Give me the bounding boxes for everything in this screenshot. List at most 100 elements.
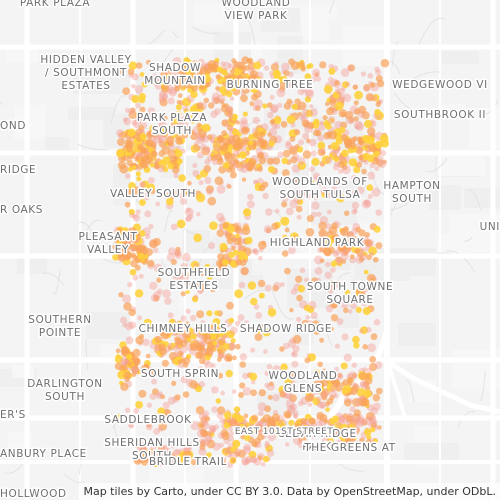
heatmap-dot — [258, 411, 264, 417]
residential-street — [78, 221, 94, 235]
residential-street — [466, 189, 482, 211]
heatmap-dot — [240, 165, 249, 174]
heatmap-dot — [170, 443, 176, 449]
heatmap-dot — [240, 117, 248, 125]
heatmap-dot — [250, 379, 256, 385]
heatmap-dot — [353, 100, 359, 106]
heatmap-dot — [176, 122, 184, 130]
heatmap-dot — [276, 424, 284, 431]
heatmap-dot — [325, 407, 330, 412]
heatmap-dot — [312, 428, 319, 434]
heatmap-dot — [133, 408, 139, 414]
residential-street — [138, 71, 162, 96]
heatmap-dot — [382, 159, 387, 165]
heatmap-dot — [356, 418, 365, 427]
heatmap-dot — [351, 235, 358, 243]
heatmap-dot — [195, 174, 202, 180]
residential-street — [171, 400, 174, 405]
heatmap-dot — [175, 110, 182, 117]
heatmap-dot — [198, 82, 207, 91]
heatmap-dot — [226, 224, 236, 234]
residential-street — [79, 449, 84, 475]
heatmap-dot — [243, 443, 252, 452]
heatmap-dot — [211, 96, 220, 105]
heatmap-dot — [155, 201, 161, 207]
heatmap-dot — [117, 131, 127, 140]
heatmap-dot — [257, 279, 266, 288]
heatmap-dot — [332, 91, 340, 99]
heatmap-dot — [321, 395, 328, 401]
heatmap-dot — [201, 146, 211, 156]
residential-street — [191, 26, 219, 34]
heatmap-dot — [377, 155, 384, 163]
heatmap-dot — [375, 209, 383, 216]
heatmap-dot — [174, 337, 183, 346]
heatmap-dot — [157, 288, 163, 294]
heatmap-dot — [375, 101, 381, 108]
heatmap-dot — [156, 277, 162, 283]
heatmap-dot — [137, 443, 147, 452]
label-woodland-view-park: WOODLAND VIEW PARK — [221, 0, 290, 22]
heatmap-dot — [181, 122, 190, 130]
heatmap-dot — [327, 130, 337, 140]
heatmap-dot — [300, 86, 307, 93]
heatmap-dot — [341, 333, 349, 341]
residential-street — [77, 144, 108, 151]
heatmap-dot — [363, 199, 372, 208]
heatmap-dot — [151, 378, 158, 385]
heatmap-dot — [378, 160, 387, 169]
heatmap-dot — [204, 264, 211, 271]
heatmap-dot — [330, 314, 339, 322]
heatmap-dot — [322, 431, 328, 437]
heatmap-dot — [136, 244, 144, 253]
heatmap-dot — [126, 353, 133, 360]
heatmap-dot — [290, 288, 298, 295]
heatmap-dot — [334, 279, 343, 288]
heatmap-dot — [316, 425, 322, 431]
heatmap-dot — [353, 108, 361, 115]
heatmap-dot — [342, 250, 349, 256]
heatmap-dot — [352, 335, 360, 344]
heatmap-dot — [139, 106, 146, 113]
heatmap-dot — [139, 132, 147, 140]
heatmap-dot — [281, 169, 290, 177]
heatmap-dot — [264, 405, 271, 413]
heatmap-dot — [156, 392, 163, 400]
heatmap-dot — [351, 362, 357, 368]
heatmap-dot — [198, 180, 204, 186]
heatmap-dot — [337, 373, 343, 379]
heatmap-dot — [332, 179, 338, 184]
heatmap-dot — [189, 380, 198, 389]
heatmap-dot — [192, 163, 198, 169]
heatmap-dot — [356, 416, 365, 426]
heatmap-dot — [234, 424, 242, 431]
heatmap-dot — [135, 448, 144, 457]
heatmap-dot — [182, 114, 189, 121]
heatmap-dot — [375, 242, 383, 250]
residential-street — [425, 157, 448, 173]
heatmap-dot — [180, 187, 186, 194]
heatmap-dot — [339, 95, 346, 102]
heatmap-dot — [260, 139, 268, 147]
heatmap-dot — [274, 123, 281, 130]
heatmap-dot — [221, 69, 228, 76]
heatmap-dot — [277, 151, 284, 158]
heatmap-dot — [258, 292, 265, 299]
heatmap-dot — [292, 433, 297, 438]
heatmap-dot — [137, 315, 143, 321]
residential-street — [405, 380, 415, 402]
heatmap-dot — [319, 61, 327, 69]
heatmap-dot — [207, 134, 213, 140]
heatmap-dot — [351, 201, 360, 210]
heatmap-dot — [241, 177, 247, 182]
heatmap-dot — [214, 108, 221, 115]
heatmap-dot — [217, 337, 226, 346]
label-ridge: RIDGE — [0, 164, 36, 176]
heatmap-dot — [313, 195, 319, 201]
heatmap-dot — [228, 63, 233, 69]
heatmap-dot — [220, 459, 226, 465]
heatmap-dot — [206, 452, 212, 459]
heatmap-dot — [265, 208, 273, 216]
